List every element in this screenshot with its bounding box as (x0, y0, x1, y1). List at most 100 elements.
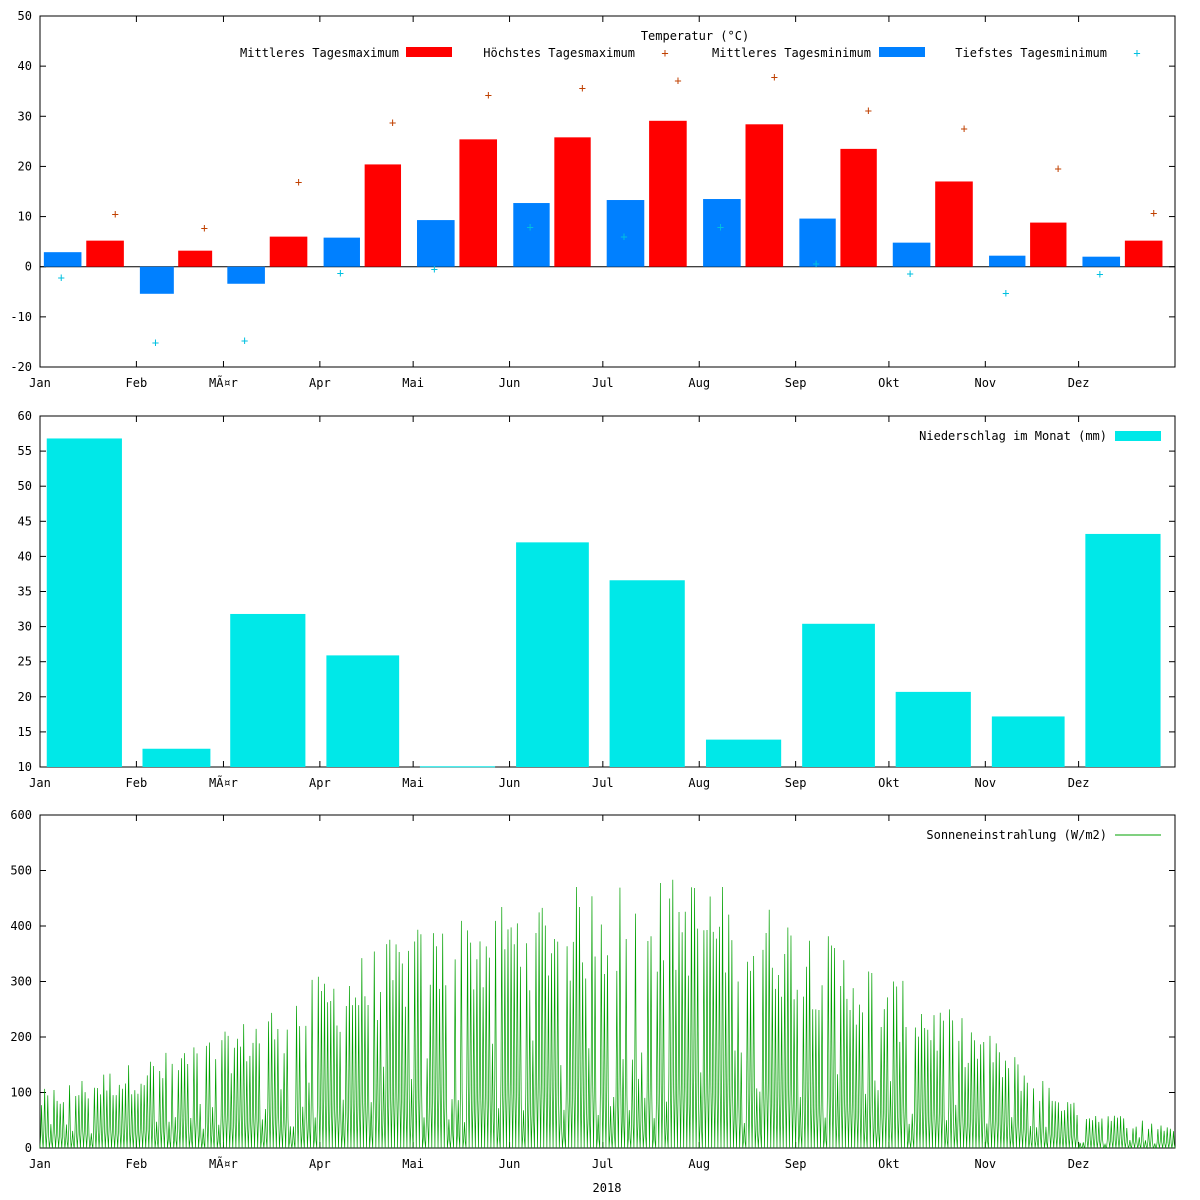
precipitation-xtick-label: Okt (878, 776, 900, 790)
temperature-panel: -20 -10 0 10 20 30 40 50 Jan Feb MÃ¤r Apr Mai Jun Jul… (10, 9, 1176, 390)
solar-x-axis-label: 2018 (593, 1181, 622, 1195)
highest-max-point: + (865, 103, 872, 117)
lowest-min-point: + (58, 271, 65, 285)
solar-legend: Sonneneinstrahlung (W/m2) (926, 828, 1161, 842)
highest-max-point: + (389, 115, 396, 129)
solar-xtick-label: Apr (309, 1157, 331, 1171)
solar-xtick-label: Aug (688, 1157, 710, 1171)
precipitation-xtick-label: Jun (499, 776, 521, 790)
mean-min-bar (513, 203, 550, 267)
temperature-xtick-label: Mai (402, 376, 424, 390)
temperature-xtick-label: Jun (499, 376, 521, 390)
precipitation-bar (230, 613, 306, 767)
precipitation-plot-frame (39, 415, 1176, 768)
solar-y-ticks: 0 100 200 300 400 500 600 (10, 808, 1175, 1155)
temperature-xtick-label: Sep (785, 376, 807, 390)
lowest-min-point: + (241, 333, 248, 347)
solar-xtick-label: Jun (499, 1157, 521, 1171)
precipitation-bar (609, 580, 685, 767)
legend-swatch-mean-min (879, 47, 925, 57)
precipitation-xtick-label: Aug (688, 776, 710, 790)
temperature-xtick-label: Jul (592, 376, 614, 390)
temperature-ytick-label: 50 (18, 9, 32, 23)
solar-xtick-label: Jul (592, 1157, 614, 1171)
solar-xtick-label: Jan (29, 1157, 51, 1171)
precipitation-x-ticks: Jan Feb MÃ¤r Apr Mai Jun Jul Aug Sep Okt Nov Dez (29, 416, 1089, 790)
highest-max-point: + (112, 207, 119, 221)
highest-max-point: + (579, 81, 586, 95)
mean-min-bar (417, 220, 455, 267)
mean-max-bar (178, 250, 213, 267)
mean-max-bar (1124, 240, 1163, 267)
solar-xtick-label: Sep (785, 1157, 807, 1171)
highest-max-point: + (295, 175, 302, 189)
temperature-xtick-label: Apr (309, 376, 331, 390)
mean-max-bar (935, 181, 973, 267)
precipitation-ytick-label: 40 (18, 549, 32, 563)
mean-min-bar (989, 255, 1026, 267)
temperature-bars (43, 120, 1163, 294)
precipitation-xtick-label: Apr (309, 776, 331, 790)
precipitation-xtick-label: Dez (1068, 776, 1090, 790)
lowest-min-point: + (717, 220, 724, 234)
precipitation-ytick-label: 25 (18, 655, 32, 669)
highest-max-point: + (1150, 206, 1157, 220)
precipitation-xtick-label: Sep (785, 776, 807, 790)
mean-min-bar (43, 252, 82, 267)
precipitation-ytick-label: 30 (18, 620, 32, 634)
legend-swatch-precipitation (1115, 431, 1161, 441)
precipitation-bar (991, 716, 1065, 767)
solar-xtick-label: Feb (126, 1157, 148, 1171)
temperature-xtick-label: Aug (688, 376, 710, 390)
temperature-xtick-label: Jan (29, 376, 51, 390)
lowest-min-point: + (1096, 267, 1103, 281)
precipitation-ytick-label: 10 (18, 760, 32, 774)
temperature-plot-frame (39, 15, 1176, 368)
solar-xtick-label: Dez (1068, 1157, 1090, 1171)
solar-ytick-label: 400 (10, 919, 32, 933)
solar-ytick-label: 0 (25, 1141, 32, 1155)
precipitation-bar (46, 438, 122, 767)
lowest-min-point: + (907, 267, 914, 281)
mean-min-bar (1082, 256, 1121, 267)
mean-max-bar (364, 164, 402, 267)
mean-min-bar (606, 200, 645, 267)
precipitation-bars (46, 438, 1161, 768)
highest-max-point: + (960, 121, 967, 135)
temperature-ytick-label: 0 (25, 260, 32, 274)
highest-max-point: + (674, 74, 681, 88)
temperature-xtick-label: Nov (974, 376, 996, 390)
solar-xtick-label: Okt (878, 1157, 900, 1171)
temperature-xtick-label: Dez (1068, 376, 1090, 390)
mean-min-bar (892, 242, 931, 267)
precipitation-bar (419, 766, 496, 768)
lowest-min-point: + (337, 266, 344, 280)
precipitation-ytick-label: 35 (18, 585, 32, 599)
highest-max-point: + (771, 70, 778, 84)
legend-label-mean-max: Mittleres Tagesmaximum (240, 46, 399, 60)
temperature-xtick-label: Feb (126, 376, 148, 390)
legend-swatch-mean-max (406, 47, 452, 57)
precipitation-xtick-label: Nov (974, 776, 996, 790)
precipitation-ytick-label: 55 (18, 444, 32, 458)
highest-max-point: + (201, 221, 208, 235)
precipitation-xtick-label: Jan (29, 776, 51, 790)
lowest-min-point: + (1002, 286, 1009, 300)
precipitation-legend: Niederschlag im Monat (mm) (919, 429, 1161, 443)
solar-ytick-label: 500 (10, 864, 32, 878)
lowest-min-point: + (813, 257, 820, 271)
precipitation-bar (516, 542, 589, 767)
legend-label-highest-max: Höchstes Tagesmaximum (483, 46, 635, 60)
precipitation-bar (895, 691, 971, 767)
lowest-min-point: + (620, 230, 627, 244)
mean-min-bar (323, 237, 360, 267)
legend-label-precipitation: Niederschlag im Monat (mm) (919, 429, 1107, 443)
mean-min-bar (139, 266, 174, 294)
solar-xtick-label: Nov (974, 1157, 996, 1171)
temperature-xtick-label: Okt (878, 376, 900, 390)
precipitation-bar (802, 623, 875, 767)
lowest-min-point: + (526, 220, 533, 234)
solar-x-ticks: Jan Feb MÃ¤r Apr Mai Jun Jul Aug Sep Okt Nov Dez (29, 815, 1089, 1171)
